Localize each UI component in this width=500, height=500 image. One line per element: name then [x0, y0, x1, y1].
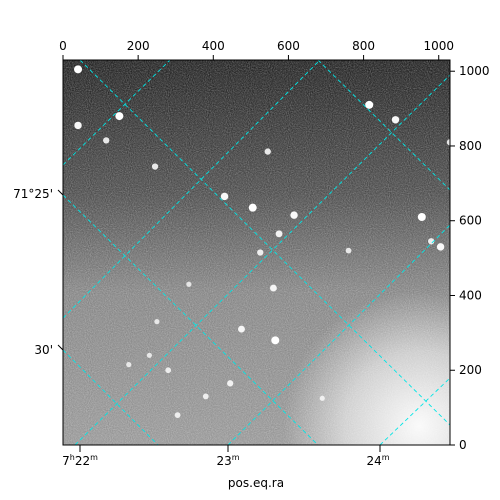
x-tick-label-1000: 1000 [423, 39, 454, 53]
stars-layer [74, 65, 450, 418]
ra-gridline-3 [63, 349, 159, 445]
x-tick-label-200: 200 [127, 39, 150, 53]
star-3 [103, 137, 110, 144]
dec-gridline-1 [63, 60, 321, 319]
star-0 [74, 65, 83, 74]
y-tick-label-800: 800 [459, 139, 482, 153]
star-21 [238, 325, 245, 333]
star-6 [365, 100, 374, 109]
star-22 [271, 336, 280, 345]
star-20 [154, 319, 160, 325]
star-5 [264, 148, 271, 155]
star-7 [391, 116, 400, 124]
y-tick-label-0: 0 [459, 438, 467, 452]
image-panel [63, 60, 450, 445]
ra-axis-bottom: 7h22m 23m 24m pos.eq.ra [62, 445, 390, 490]
x-tick-label-400: 400 [202, 39, 225, 53]
star-9 [220, 192, 229, 201]
star-29 [126, 362, 132, 368]
star-14 [345, 247, 352, 254]
star-18 [269, 284, 277, 292]
x-axis-title: pos.eq.ra [228, 476, 284, 490]
star-28 [146, 352, 153, 358]
star-15 [417, 212, 426, 221]
dec-axis-left: 71°25' 30' [13, 187, 64, 357]
dec-gridline-5 [379, 377, 450, 445]
plot-frame [62, 59, 451, 446]
star-8 [446, 139, 450, 146]
y-pixel-axis-right: 0 200 400 600 800 1000 [450, 64, 490, 452]
dec-gridline-3 [227, 224, 450, 445]
dec-label-30: 30' [34, 343, 53, 357]
star-2 [74, 121, 82, 130]
ra-label-22m: 7h22m [62, 453, 98, 468]
x-tick-label-0: 0 [59, 39, 67, 53]
star-13 [257, 249, 264, 256]
ra-gridline-1 [79, 60, 450, 426]
star-12 [275, 230, 283, 238]
ra-gridline-2 [63, 194, 319, 445]
coordinate-grid [63, 60, 450, 445]
star-23 [165, 367, 172, 374]
dec-gridline-2 [74, 74, 450, 445]
y-tick-label-1000: 1000 [459, 64, 490, 78]
star-26 [319, 395, 325, 401]
star-24 [227, 380, 234, 387]
star-11 [290, 211, 298, 219]
star-19 [186, 281, 192, 287]
y-tick-label-400: 400 [459, 288, 482, 302]
star-25 [202, 393, 209, 400]
y-tick-label-600: 600 [459, 214, 482, 228]
dec-label-71-25: 71°25' [13, 187, 53, 201]
star-17 [428, 238, 435, 245]
x-tick-label-600: 600 [277, 39, 300, 53]
star-27 [174, 412, 181, 418]
x-pixel-axis-top: 0 200 400 600 800 1000 [59, 39, 454, 60]
star-4 [151, 163, 159, 170]
ra-label-24m: 24m [366, 453, 389, 468]
ra-gridline-4 [317, 60, 450, 191]
dec-gridline-4 [63, 60, 171, 166]
y-tick-label-200: 200 [459, 363, 482, 377]
star-16 [436, 243, 445, 251]
star-1 [115, 112, 124, 121]
x-tick-label-800: 800 [352, 39, 375, 53]
ra-label-23m: 23m [216, 453, 239, 468]
star-10 [248, 203, 257, 212]
